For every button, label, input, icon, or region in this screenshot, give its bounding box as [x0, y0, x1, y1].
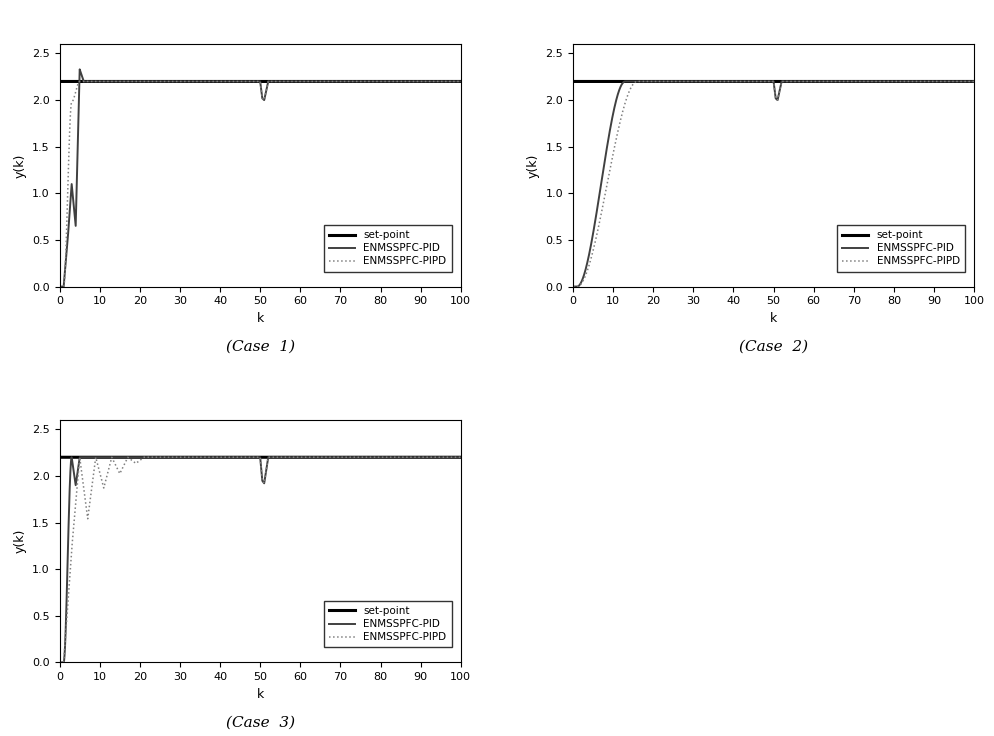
ENMSSPFC-PIPD [897, 77, 909, 86]
ENMSSPFC-PID [207, 77, 219, 86]
ENMSSPFC-PID [828, 77, 840, 86]
ENMSSPFC-PIPD [353, 77, 365, 86]
ENMSSPFC-PIPD [455, 77, 467, 86]
Text: (Case  3): (Case 3) [226, 715, 295, 729]
ENMSSPFC-PID [384, 77, 396, 86]
set-point [126, 77, 138, 86]
ENMSSPFC-PIPD [631, 77, 643, 86]
set-point [640, 77, 652, 86]
ENMSSPFC-PID [567, 282, 579, 291]
ENMSSPFC-PID [126, 77, 138, 86]
Y-axis label: y(k): y(k) [527, 153, 540, 177]
ENMSSPFC-PID [294, 453, 306, 461]
set-point [968, 77, 980, 86]
ENMSSPFC-PID [207, 453, 219, 461]
set-point [384, 77, 396, 86]
set-point [567, 77, 579, 86]
ENMSSPFC-PIPD [567, 282, 579, 291]
set-point [207, 77, 219, 86]
set-point [314, 453, 326, 461]
ENMSSPFC-PID [640, 77, 652, 86]
ENMSSPFC-PIPD [353, 453, 365, 461]
X-axis label: k: k [256, 687, 263, 701]
ENMSSPFC-PID [384, 453, 396, 461]
Text: (Case  1): (Case 1) [226, 340, 295, 354]
ENMSSPFC-PID [54, 658, 66, 667]
set-point [455, 77, 467, 86]
Line: ENMSSPFC-PID: ENMSSPFC-PID [573, 82, 974, 286]
ENMSSPFC-PID [294, 77, 306, 86]
set-point [384, 453, 396, 461]
set-point [867, 77, 879, 86]
set-point [314, 77, 326, 86]
set-point [54, 453, 66, 461]
ENMSSPFC-PIPD [968, 77, 980, 86]
ENMSSPFC-PID [54, 282, 66, 291]
Y-axis label: y(k): y(k) [14, 529, 27, 553]
Line: ENMSSPFC-PID: ENMSSPFC-PID [60, 457, 461, 662]
Text: (Case  2): (Case 2) [739, 340, 808, 354]
ENMSSPFC-PID [74, 453, 85, 461]
ENMSSPFC-PIPD [721, 77, 733, 86]
ENMSSPFC-PIPD [294, 453, 306, 461]
ENMSSPFC-PIPD [54, 282, 66, 291]
ENMSSPFC-PIPD [138, 453, 150, 461]
ENMSSPFC-PID [314, 77, 326, 86]
ENMSSPFC-PIPD [207, 453, 219, 461]
ENMSSPFC-PIPD [207, 77, 219, 86]
set-point [54, 77, 66, 86]
ENMSSPFC-PID [314, 453, 326, 461]
Legend: set-point, ENMSSPFC-PID, ENMSSPFC-PIPD: set-point, ENMSSPFC-PID, ENMSSPFC-PIPD [324, 601, 451, 648]
set-point [807, 77, 819, 86]
ENMSSPFC-PID [126, 453, 138, 461]
Y-axis label: y(k): y(k) [14, 153, 27, 177]
ENMSSPFC-PID [74, 65, 85, 74]
set-point [353, 453, 365, 461]
ENMSSPFC-PIPD [828, 77, 840, 86]
Line: ENMSSPFC-PIPD: ENMSSPFC-PIPD [60, 457, 461, 662]
set-point [721, 77, 733, 86]
ENMSSPFC-PIPD [867, 77, 879, 86]
Legend: set-point, ENMSSPFC-PID, ENMSSPFC-PIPD: set-point, ENMSSPFC-PID, ENMSSPFC-PIPD [837, 225, 965, 272]
Line: ENMSSPFC-PID: ENMSSPFC-PID [60, 69, 461, 286]
ENMSSPFC-PID [867, 77, 879, 86]
ENMSSPFC-PIPD [314, 77, 326, 86]
ENMSSPFC-PIPD [640, 77, 652, 86]
Line: ENMSSPFC-PIPD: ENMSSPFC-PIPD [60, 82, 461, 286]
ENMSSPFC-PID [353, 453, 365, 461]
set-point [207, 453, 219, 461]
ENMSSPFC-PIPD [74, 77, 85, 86]
set-point [353, 77, 365, 86]
ENMSSPFC-PID [619, 77, 631, 86]
ENMSSPFC-PID [353, 77, 365, 86]
ENMSSPFC-PIPD [384, 77, 396, 86]
ENMSSPFC-PID [808, 77, 820, 86]
ENMSSPFC-PIPD [54, 658, 66, 667]
ENMSSPFC-PIPD [126, 456, 138, 465]
set-point [294, 453, 306, 461]
set-point [294, 77, 306, 86]
ENMSSPFC-PIPD [294, 77, 306, 86]
ENMSSPFC-PID [968, 77, 980, 86]
ENMSSPFC-PIPD [808, 77, 820, 86]
Line: ENMSSPFC-PIPD: ENMSSPFC-PIPD [573, 82, 974, 286]
ENMSSPFC-PIPD [455, 453, 467, 461]
set-point [828, 77, 840, 86]
ENMSSPFC-PID [897, 77, 909, 86]
set-point [455, 453, 467, 461]
ENMSSPFC-PIPD [384, 453, 396, 461]
X-axis label: k: k [256, 312, 263, 325]
ENMSSPFC-PIPD [314, 453, 326, 461]
ENMSSPFC-PID [455, 77, 467, 86]
set-point [897, 77, 909, 86]
ENMSSPFC-PID [455, 453, 467, 461]
ENMSSPFC-PID [721, 77, 733, 86]
X-axis label: k: k [770, 312, 777, 325]
ENMSSPFC-PIPD [126, 77, 138, 86]
set-point [126, 453, 138, 461]
Legend: set-point, ENMSSPFC-PID, ENMSSPFC-PIPD: set-point, ENMSSPFC-PID, ENMSSPFC-PIPD [324, 225, 451, 272]
